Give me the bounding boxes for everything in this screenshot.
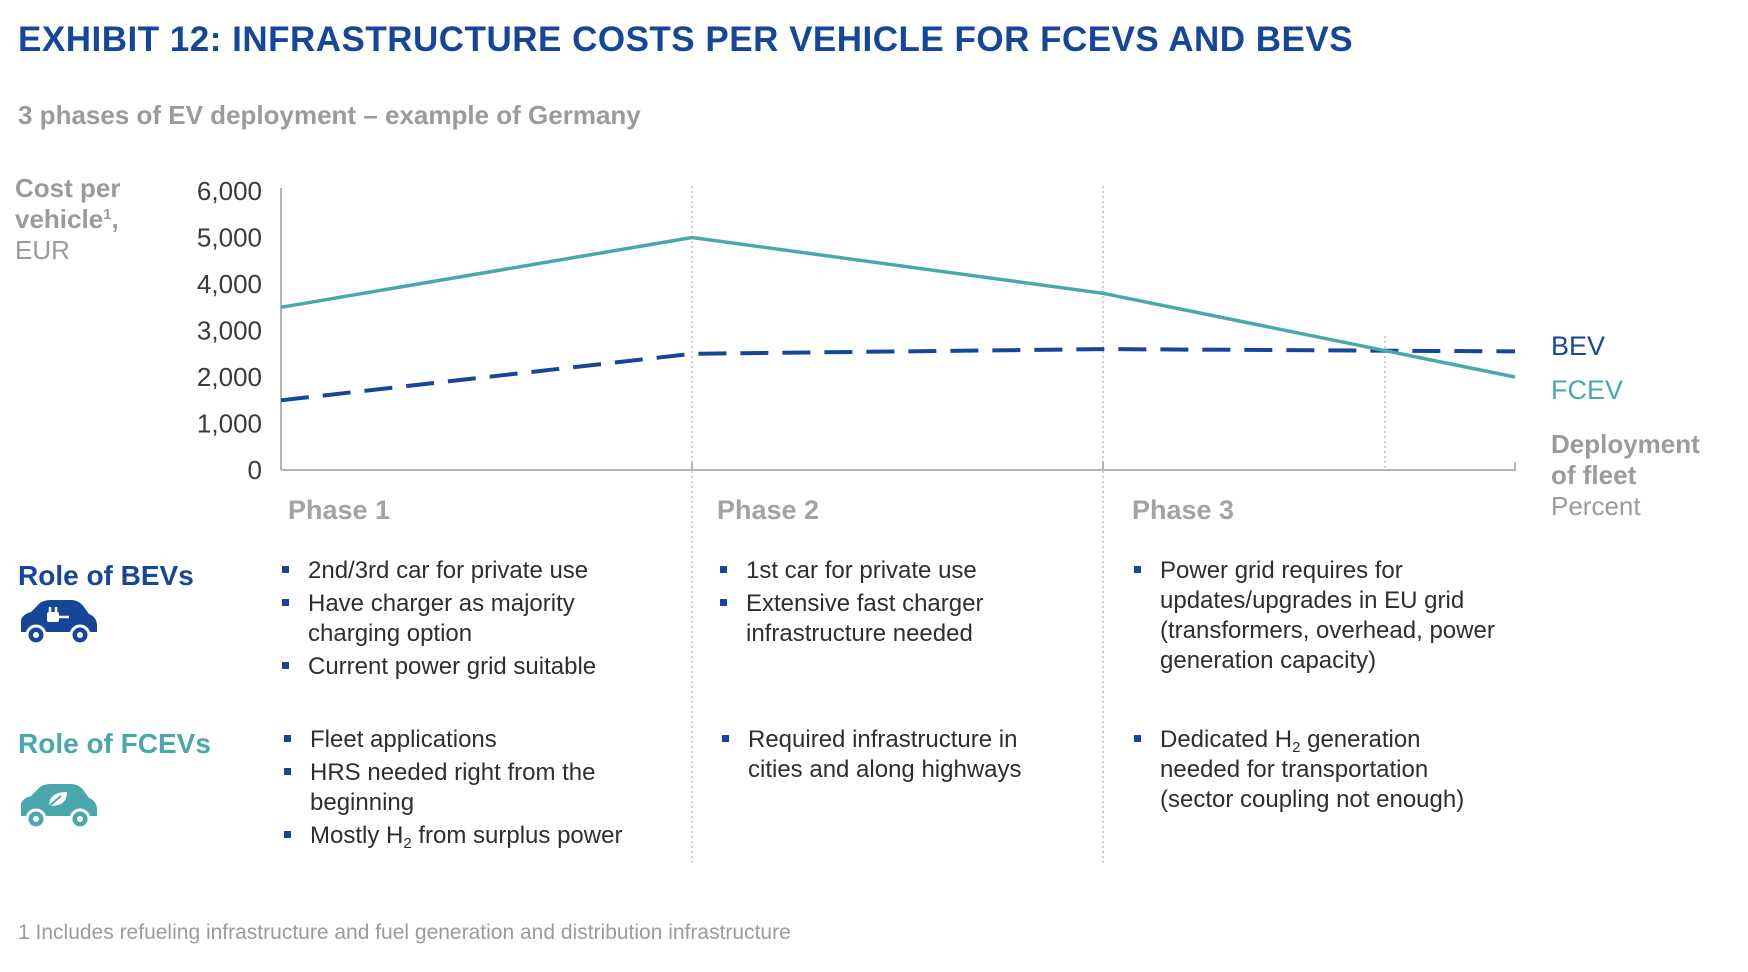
subtitle: 3 phases of EV deployment – example of G… [18, 100, 641, 130]
fcev-phase-1-notes: Fleet applications HRS needed right from… [282, 725, 682, 854]
y-axis-label-line1: Cost per [15, 173, 121, 203]
y-axis-label-line2: vehicle1, [15, 204, 119, 234]
y-tick-label: 4,000 [197, 269, 262, 299]
y-tick-label: 0 [248, 455, 262, 485]
bev-phase-3-notes: Power grid requires for updates/upgrades… [1132, 556, 1502, 679]
list-item: Fleet applications [282, 725, 682, 755]
series-label-fcev: FCEV [1551, 375, 1623, 405]
h2-note-text: Mostly H2 from surplus power [310, 822, 623, 852]
x-axis-label-line2: of fleet [1551, 460, 1637, 490]
role-fcev-title: Role of FCEVs [18, 728, 211, 759]
y-axis-unit: EUR [15, 235, 70, 265]
phase-2-label: Phase 2 [717, 495, 819, 525]
y-tick-label: 3,000 [197, 316, 262, 346]
list-item: Required infrastructure in cities and al… [720, 725, 1048, 785]
list-item: Have charger as majority charging option [280, 589, 628, 649]
list-item: HRS needed right from the beginning [282, 758, 650, 818]
list-item: Current power grid suitable [280, 652, 680, 682]
page-title: EXHIBIT 12: INFRASTRUCTURE COSTS PER VEH… [18, 20, 1354, 59]
y-tick-label: 2,000 [197, 362, 262, 392]
phase-3-label: Phase 3 [1132, 495, 1234, 525]
bev-phase-2-notes: 1st car for private use Extensive fast c… [718, 556, 1048, 652]
series-label-bev: BEV [1551, 331, 1605, 361]
h2-generation-text: Dedicated H2 generation needed for trans… [1160, 726, 1465, 813]
x-axis-label-line1: Deployment [1551, 429, 1700, 459]
list-item: Extensive fast charger infrastructure ne… [718, 589, 1036, 649]
series-line-fcev [280, 235, 1516, 379]
fcev-phase-2-notes: Required infrastructure in cities and al… [720, 725, 1050, 788]
electric-car-leaf-icon [21, 784, 97, 830]
role-bev-title: Role of BEVs [18, 560, 194, 591]
series-line-bev [280, 347, 1516, 403]
y-tick-label: 5,000 [197, 223, 262, 253]
fcev-phase-3-notes: Dedicated H2 generation needed for trans… [1132, 725, 1502, 818]
y-tick-label: 6,000 [197, 176, 262, 206]
phase-1-label: Phase 1 [288, 495, 390, 525]
list-item: Mostly H2 from surplus power [282, 821, 682, 851]
list-item: 1st car for private use [718, 556, 1048, 586]
footnote: 1 Includes refueling infrastructure and … [18, 921, 791, 944]
list-item: 2nd/3rd car for private use [280, 556, 680, 586]
x-axis-unit: Percent [1551, 491, 1641, 521]
list-item: Power grid requires for updates/upgrades… [1132, 556, 1500, 676]
list-item: Dedicated H2 generation needed for trans… [1132, 725, 1490, 815]
y-tick-label: 1,000 [197, 409, 262, 439]
electric-car-plug-icon [21, 600, 97, 646]
bev-phase-1-notes: 2nd/3rd car for private use Have charger… [280, 556, 680, 685]
